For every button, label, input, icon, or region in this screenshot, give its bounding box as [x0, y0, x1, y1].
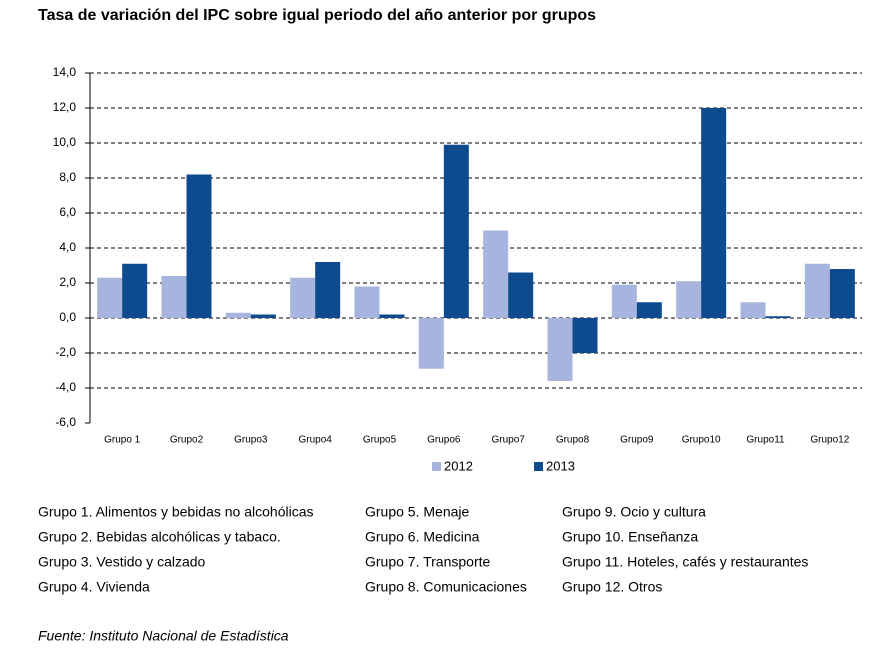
bar [97, 277, 123, 318]
group-note: Grupo 6. Medicina [365, 529, 480, 545]
bar [676, 281, 702, 318]
bar [186, 174, 212, 318]
x-tick-label: Grupo2 [170, 435, 204, 446]
y-tick-label: 2,0 [59, 275, 76, 289]
y-tick-label: 8,0 [59, 170, 76, 184]
group-note: Grupo 7. Transporte [365, 554, 491, 570]
x-tick-label: Grupo10 [682, 435, 721, 446]
x-tick-label: Grupo12 [810, 435, 849, 446]
bar [547, 318, 573, 381]
bar [250, 314, 276, 318]
group-note: Grupo 12. Otros [562, 579, 662, 595]
x-tick-label: Grupo11 [746, 435, 785, 446]
bar [611, 284, 637, 318]
bar [443, 144, 469, 318]
bar [379, 314, 405, 318]
bar [225, 312, 251, 318]
group-note: Grupo 2. Bebidas alcohólicas y tabaco. [38, 529, 281, 545]
x-tick-label: Grupo3 [234, 435, 268, 446]
y-tick-label: 10,0 [53, 135, 77, 149]
bar [418, 318, 444, 369]
bar [740, 302, 766, 318]
y-tick-label: -4,0 [55, 380, 76, 394]
group-note: Grupo 10. Enseñanza [562, 529, 698, 545]
bar [701, 108, 727, 318]
group-note: Grupo 9. Ocio y cultura [562, 504, 706, 520]
x-tick-label: Grupo9 [620, 435, 654, 446]
legend-swatch [534, 462, 543, 471]
group-note: Grupo 4. Vivienda [38, 579, 150, 595]
y-tick-label: 4,0 [59, 240, 76, 254]
y-tick-label: 6,0 [59, 205, 76, 219]
legend-label: 2013 [546, 458, 575, 473]
group-note: Grupo 1. Alimentos y bebidas no alcohóli… [38, 504, 314, 520]
legend-swatch [432, 462, 441, 471]
group-note: Grupo 11. Hoteles, cafés y restaurantes [562, 554, 808, 570]
y-tick-label: -6,0 [55, 415, 76, 429]
y-tick-label: -2,0 [55, 345, 76, 359]
x-tick-label: Grupo6 [427, 435, 461, 446]
x-tick-label: Grupo7 [491, 435, 525, 446]
bar [765, 316, 791, 318]
group-note: Grupo 8. Comunicaciones [365, 579, 527, 595]
y-tick-label: 14,0 [53, 65, 77, 79]
x-tick-label: Grupo8 [556, 435, 590, 446]
x-tick-label: Grupo5 [363, 435, 397, 446]
y-tick-label: 0,0 [59, 310, 76, 324]
bar [161, 276, 187, 318]
bar [315, 262, 341, 318]
bar [483, 230, 509, 318]
group-note: Grupo 3. Vestido y calzado [38, 554, 206, 570]
bar [804, 263, 830, 318]
legend-label: 2012 [444, 458, 473, 473]
bar [829, 269, 855, 318]
bar [636, 302, 662, 318]
bar [354, 286, 380, 318]
group-note: Grupo 5. Menaje [365, 504, 469, 520]
x-tick-label: Grupo 1 [104, 435, 141, 446]
bar [290, 277, 316, 318]
source: Fuente: Instituto Nacional de Estadístic… [38, 628, 289, 644]
x-tick-label: Grupo4 [298, 435, 332, 446]
bar [122, 263, 148, 318]
chart-title: Tasa de variación del IPC sobre igual pe… [38, 7, 596, 24]
bar [508, 272, 534, 318]
y-tick-label: 12,0 [53, 100, 77, 114]
bar [572, 318, 598, 353]
